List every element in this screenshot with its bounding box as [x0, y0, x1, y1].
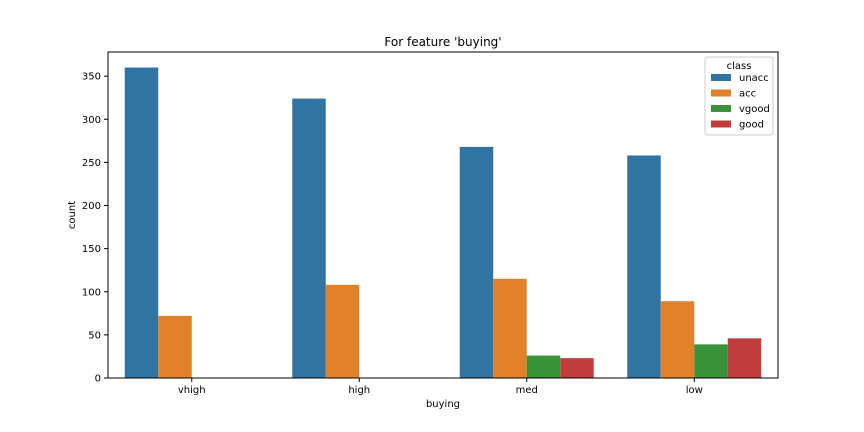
legend-swatch-unacc [711, 74, 731, 81]
y-axis-label: count [67, 201, 78, 229]
bar-unacc-vhigh [124, 67, 159, 379]
y-axis-ticks: 0 50 100 150 200 250 300 350 [82, 72, 108, 385]
legend-title: class [727, 61, 752, 72]
bar-vgood-low [694, 344, 728, 378]
bar-unacc-med [459, 146, 494, 378]
x-tick-label-high: high [348, 385, 370, 396]
chart-title: For feature 'buying' [384, 35, 501, 49]
legend-label-acc: acc [739, 89, 756, 100]
y-tick-label: 300 [82, 115, 101, 126]
legend-swatch-acc [711, 89, 731, 97]
y-tick-label: 150 [82, 244, 101, 255]
x-axis-label: buying [426, 399, 460, 410]
y-tick-label: 350 [82, 72, 101, 83]
y-tick-label: 250 [82, 158, 101, 169]
bar-acc-med [493, 278, 527, 378]
x-tick-label-low: low [686, 385, 703, 396]
y-tick-label: 50 [88, 330, 101, 341]
x-tick-label-vhigh: vhigh [178, 385, 206, 396]
x-tick-label-med: med [516, 385, 538, 396]
bar-acc-high [325, 284, 360, 378]
bar-unacc-high [292, 98, 326, 378]
legend-items: unacc acc vgood good [711, 73, 770, 131]
y-tick-label: 0 [95, 374, 101, 385]
bar-vgood-med [526, 355, 561, 378]
x-axis-ticks: vhigh high med low [178, 378, 703, 396]
y-tick-label: 200 [82, 201, 101, 212]
legend-swatch-good [711, 120, 731, 128]
plot-frame [107, 51, 779, 379]
legend-label-vgood: vgood [739, 104, 770, 115]
legend: class unacc acc vgood good [704, 56, 774, 136]
bars-group [124, 67, 762, 379]
legend-label-unacc: unacc [739, 73, 769, 84]
bar-acc-vhigh [158, 315, 192, 378]
bar-good-low [727, 338, 762, 378]
legend-label-good: good [739, 120, 764, 131]
legend-swatch-vgood [711, 105, 731, 112]
bar-good-med [560, 358, 594, 378]
y-tick-label: 100 [82, 287, 101, 298]
bar-acc-low [660, 301, 695, 378]
bar-unacc-low [627, 155, 661, 378]
